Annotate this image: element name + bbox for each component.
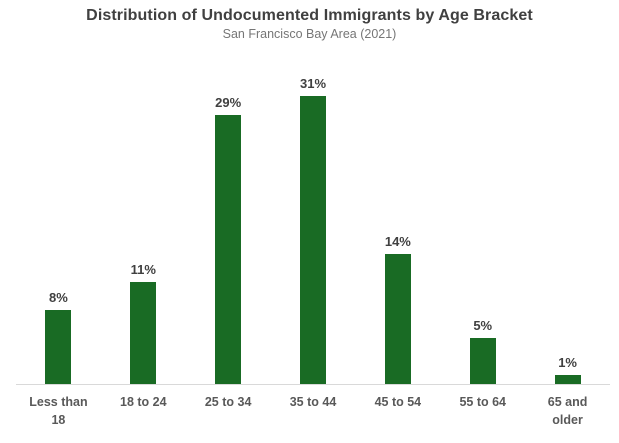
bar-column: 14% — [355, 234, 440, 384]
x-axis-label: 25 to 34 — [204, 395, 252, 409]
bar — [215, 115, 242, 384]
bar — [300, 96, 326, 384]
bar-value-label: 5% — [473, 318, 493, 333]
x-axis-label: 18 to 24 — [120, 395, 167, 409]
x-axis-label: 65 and older — [547, 395, 588, 427]
bar-column: 31% — [271, 76, 356, 384]
bar-column: 1% — [525, 355, 610, 384]
bar — [45, 310, 72, 384]
chart-title: Distribution of Undocumented Immigrants … — [86, 7, 533, 24]
bar-column: 8% — [16, 290, 101, 384]
bar — [130, 282, 157, 384]
bar-value-label: 31% — [299, 76, 327, 91]
bar — [554, 375, 581, 384]
bar-column: 29% — [186, 95, 271, 384]
x-axis-label: 35 to 44 — [289, 395, 337, 409]
bar-column: 11% — [101, 262, 186, 384]
bar-value-label: 1% — [558, 355, 577, 370]
plot-area: 8% 11% 29% 31% 14% 5 — [16, 60, 610, 385]
x-axis-label: 45 to 54 — [374, 395, 422, 409]
chart-subtitle: San Francisco Bay Area (2021) — [222, 27, 397, 41]
x-axis-label: Less than 18 — [29, 395, 88, 427]
bar-value-label: 11% — [130, 262, 156, 277]
bar-value-label: 8% — [49, 290, 68, 305]
bar-column: 5% — [440, 318, 525, 384]
x-axis-labels: Less than 18 18 to 24 25 to 34 35 to 44 … — [16, 393, 610, 429]
x-axis-label: 55 to 64 — [459, 395, 506, 409]
bar-value-label: 29% — [215, 95, 242, 110]
bar-value-label: 14% — [384, 234, 411, 249]
bar — [384, 254, 411, 384]
bar — [469, 338, 496, 384]
